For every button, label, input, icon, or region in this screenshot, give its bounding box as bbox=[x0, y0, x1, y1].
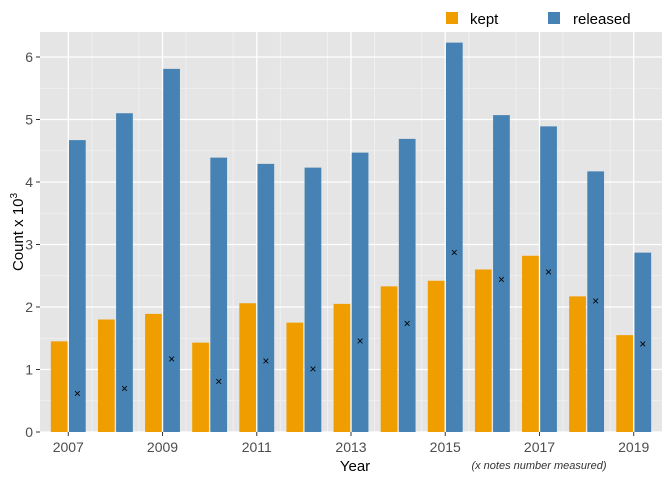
measured-marker-2013: × bbox=[357, 334, 364, 348]
y-tick-label: 4 bbox=[25, 174, 33, 190]
measured-marker-2007: × bbox=[74, 386, 81, 400]
measured-marker-2012: × bbox=[309, 362, 316, 376]
measured-marker-2014: × bbox=[404, 316, 411, 330]
measured-marker-2010: × bbox=[215, 374, 222, 388]
x-axis-title: Year bbox=[340, 458, 370, 475]
bar-released-2011 bbox=[257, 163, 275, 432]
bar-released-2019 bbox=[634, 252, 652, 432]
bar-released-2008 bbox=[116, 113, 133, 432]
y-axis: 0 1 2 3 4 5 6 bbox=[25, 49, 40, 440]
legend: kept released bbox=[446, 11, 631, 28]
y-tick-label: 5 bbox=[25, 112, 33, 128]
measured-marker-2009: × bbox=[168, 352, 175, 366]
chart-note: (x notes number measured) bbox=[471, 460, 606, 472]
measured-marker-2018: × bbox=[592, 294, 599, 308]
y-axis-title: Count x 103 bbox=[9, 193, 27, 272]
bar-kept-2007 bbox=[50, 341, 68, 432]
y-tick-label: 2 bbox=[25, 299, 33, 315]
bar-released-2012 bbox=[304, 167, 322, 432]
bar-kept-2013 bbox=[333, 303, 351, 432]
x-tick-label: 2015 bbox=[430, 439, 461, 455]
measured-marker-2019: × bbox=[639, 337, 646, 351]
bar-released-2016 bbox=[493, 115, 510, 432]
measured-marker-2011: × bbox=[262, 354, 269, 368]
bar-released-2013 bbox=[351, 152, 369, 432]
bar-released-2014 bbox=[398, 138, 416, 432]
y-tick-label: 6 bbox=[25, 49, 33, 65]
x-tick-label: 2009 bbox=[147, 439, 178, 455]
bar-kept-2016 bbox=[474, 269, 492, 432]
x-tick-label: 2019 bbox=[618, 439, 649, 455]
legend-key-released bbox=[548, 12, 560, 24]
bar-released-2017 bbox=[540, 126, 557, 432]
bar-released-2010 bbox=[210, 157, 228, 432]
x-tick-label: 2017 bbox=[524, 439, 555, 455]
bars bbox=[50, 42, 652, 432]
y-tick-label: 1 bbox=[25, 362, 33, 378]
bar-kept-2015 bbox=[427, 280, 445, 432]
measured-marker-2016: × bbox=[498, 273, 505, 287]
bar-released-2007 bbox=[68, 140, 86, 432]
bar-released-2009 bbox=[163, 68, 180, 432]
y-tick-label: 3 bbox=[25, 237, 33, 253]
bar-kept-2014 bbox=[380, 286, 398, 432]
bar-released-2018 bbox=[587, 171, 605, 432]
bar-kept-2018 bbox=[569, 296, 586, 432]
bar-kept-2009 bbox=[145, 313, 162, 432]
measured-marker-2008: × bbox=[121, 381, 128, 395]
x-tick-label: 2013 bbox=[335, 439, 366, 455]
bar-kept-2010 bbox=[192, 342, 209, 432]
y-tick-label: 0 bbox=[25, 424, 33, 440]
measured-marker-2017: × bbox=[545, 265, 552, 279]
bar-kept-2008 bbox=[97, 319, 115, 432]
measured-marker-2015: × bbox=[451, 246, 458, 260]
measured-markers: × × × × × × × × × × × × × bbox=[74, 246, 646, 401]
y-axis-title-exponent: 3 bbox=[9, 193, 20, 199]
bar-kept-2011 bbox=[239, 303, 257, 432]
legend-label-released: released bbox=[573, 11, 631, 28]
legend-key-kept bbox=[446, 12, 458, 24]
bar-kept-2012 bbox=[286, 322, 304, 432]
y-axis-title-base: Count x 10 bbox=[10, 199, 27, 272]
bar-kept-2017 bbox=[522, 255, 539, 432]
legend-label-kept: kept bbox=[470, 11, 499, 28]
bar-kept-2019 bbox=[616, 335, 634, 432]
bar-released-2015 bbox=[445, 42, 463, 432]
x-axis: 2007 2009 2011 2013 2015 2017 2019 bbox=[53, 432, 650, 455]
x-tick-label: 2011 bbox=[242, 439, 272, 455]
x-tick-label: 2007 bbox=[53, 439, 84, 455]
